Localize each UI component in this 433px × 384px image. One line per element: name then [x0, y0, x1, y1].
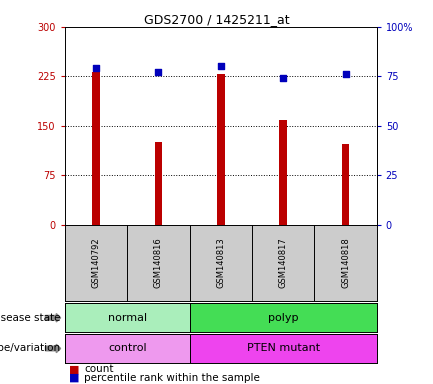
Text: control: control [108, 343, 147, 354]
Bar [92, 72, 100, 225]
Bar [65, 303, 190, 332]
Text: normal: normal [108, 313, 147, 323]
Text: GSM140817: GSM140817 [279, 238, 288, 288]
Text: GSM140818: GSM140818 [341, 238, 350, 288]
Text: ■: ■ [69, 373, 80, 383]
Text: disease state: disease state [0, 313, 61, 323]
Point [342, 71, 349, 78]
Text: polyp: polyp [268, 313, 298, 323]
Point [280, 75, 287, 81]
Text: GSM140813: GSM140813 [216, 238, 225, 288]
Bar [217, 74, 225, 225]
Bar [342, 144, 349, 225]
Point [155, 69, 162, 75]
Point [217, 63, 224, 70]
Text: GSM140792: GSM140792 [92, 238, 100, 288]
Point [93, 65, 100, 71]
Bar [190, 303, 377, 332]
Bar [190, 334, 377, 363]
Text: count: count [84, 364, 114, 374]
Bar [155, 142, 162, 225]
Text: percentile rank within the sample: percentile rank within the sample [84, 373, 260, 383]
Text: GDS2700 / 1425211_at: GDS2700 / 1425211_at [144, 13, 289, 26]
Bar [279, 121, 287, 225]
Text: genotype/variation: genotype/variation [0, 343, 61, 354]
Text: PTEN mutant: PTEN mutant [247, 343, 320, 354]
Text: GSM140816: GSM140816 [154, 238, 163, 288]
Text: ■: ■ [69, 364, 80, 374]
Bar [65, 334, 190, 363]
